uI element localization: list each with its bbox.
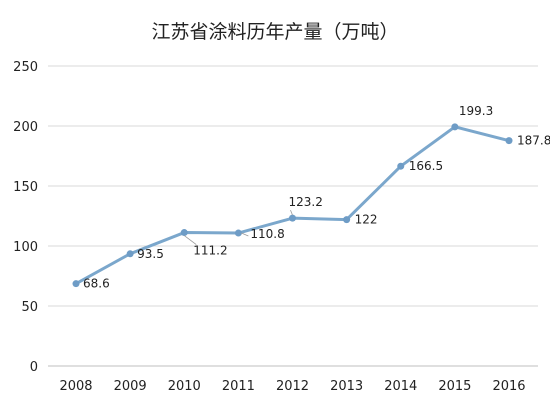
data-label-leader — [184, 235, 197, 245]
data-label: 111.2 — [193, 244, 227, 258]
data-point — [505, 137, 513, 145]
data-point — [289, 214, 296, 222]
data-point — [234, 229, 242, 237]
x-tick-label: 2009 — [114, 379, 147, 394]
y-tick-label: 0 — [30, 360, 38, 375]
x-tick-label: 2012 — [276, 379, 309, 394]
y-tick-label: 100 — [13, 240, 38, 255]
grid-layer — [48, 65, 538, 307]
x-tick-label: 2013 — [330, 379, 363, 394]
data-point — [126, 250, 134, 258]
y-tick-label: 150 — [13, 180, 38, 195]
data-point — [343, 216, 351, 224]
x-tick-label: 2011 — [222, 379, 255, 394]
data-point — [451, 123, 459, 131]
data-label: 187.8 — [517, 134, 550, 148]
data-point — [397, 162, 405, 170]
y-tick-label: 250 — [13, 60, 38, 75]
x-tick-label: 2014 — [384, 379, 417, 394]
data-label: 123.2 — [289, 195, 323, 209]
data-label: 122 — [355, 213, 378, 227]
x-tick-label: 2016 — [492, 379, 525, 394]
data-label: 110.8 — [250, 227, 284, 241]
data-label: 68.6 — [83, 277, 110, 291]
data-point — [180, 229, 188, 237]
data-label: 93.5 — [137, 247, 164, 261]
series-layer — [72, 123, 513, 288]
x-tick-label: 2015 — [438, 379, 471, 394]
x-tick-label: 2010 — [168, 379, 201, 394]
data-point — [72, 280, 80, 288]
data-label-leader — [241, 232, 249, 237]
y-tick-label: 50 — [21, 300, 38, 315]
axis-layer: 0 50 100 150 200 250 2008 2009 2010 2011 2012 2013 2… — [13, 60, 538, 394]
data-label: 166.5 — [409, 159, 443, 173]
data-label: 199.3 — [459, 104, 493, 118]
data-label-leader — [290, 210, 293, 216]
label-layer: 68.6 93.5 111.2 110.8 123.2 122 166.5 199.3 187.… — [83, 104, 550, 291]
x-tick-label: 2008 — [59, 379, 92, 394]
chart-title: 江苏省涂料历年产量（万吨） — [151, 21, 398, 43]
y-tick-label: 200 — [13, 120, 38, 135]
